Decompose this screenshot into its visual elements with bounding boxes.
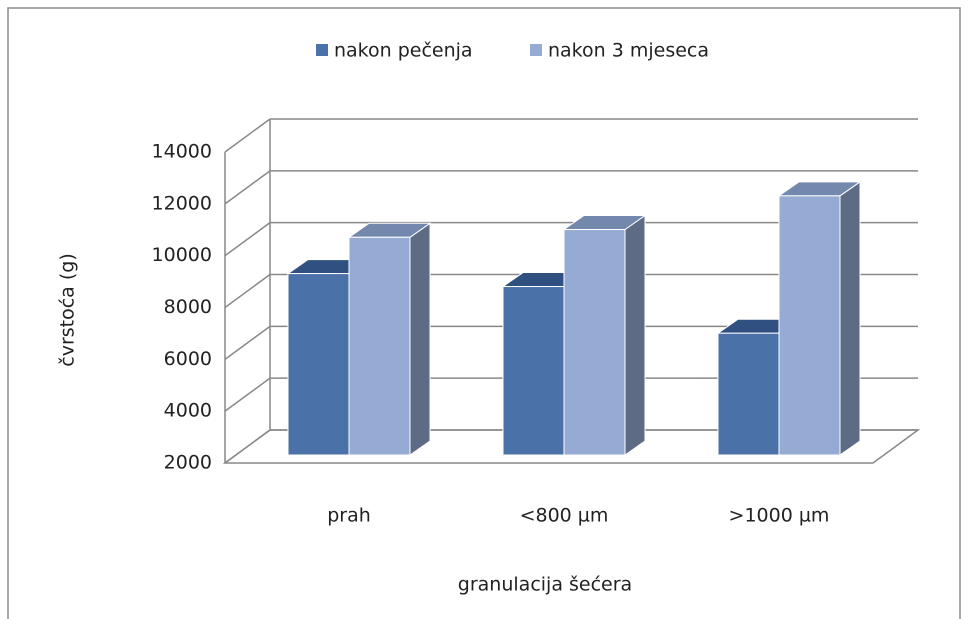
grid-line (224, 273, 271, 309)
grid-line (224, 170, 271, 205)
y-tick-label: 4000 (164, 400, 212, 422)
bar (502, 286, 565, 456)
y-tick-label: 10000 (152, 244, 212, 266)
x-tick-label: <800 µm (520, 505, 609, 527)
legend-label: nakon pečenja (334, 40, 473, 62)
grid-line (224, 118, 271, 153)
bar (717, 332, 780, 456)
grid-line (224, 325, 271, 360)
x-axis-title: granulacija šećera (458, 574, 632, 596)
bar (563, 229, 626, 456)
y-axis-title: čvrstoća (g) (57, 253, 79, 367)
grid-line (224, 429, 271, 464)
y-tick-label: 6000 (164, 348, 212, 370)
y-tick-label: 2000 (164, 452, 212, 474)
y-tick-label: 12000 (152, 192, 212, 214)
bar-side (624, 214, 646, 456)
x-tick-label: >1000 µm (729, 505, 830, 527)
bar (778, 195, 841, 456)
y-tick-label: 14000 (152, 141, 212, 163)
legend-swatch (530, 44, 542, 56)
bar-side (839, 180, 861, 456)
legend-label: nakon 3 mjeseca (548, 40, 709, 62)
grid-line (224, 222, 271, 257)
y-tick-label: 8000 (164, 296, 212, 318)
x-tick-label: prah (327, 505, 371, 527)
bar (348, 236, 411, 456)
bar (287, 273, 350, 456)
legend-swatch (316, 44, 328, 56)
bar-side (409, 222, 431, 456)
grid-line (224, 377, 271, 412)
